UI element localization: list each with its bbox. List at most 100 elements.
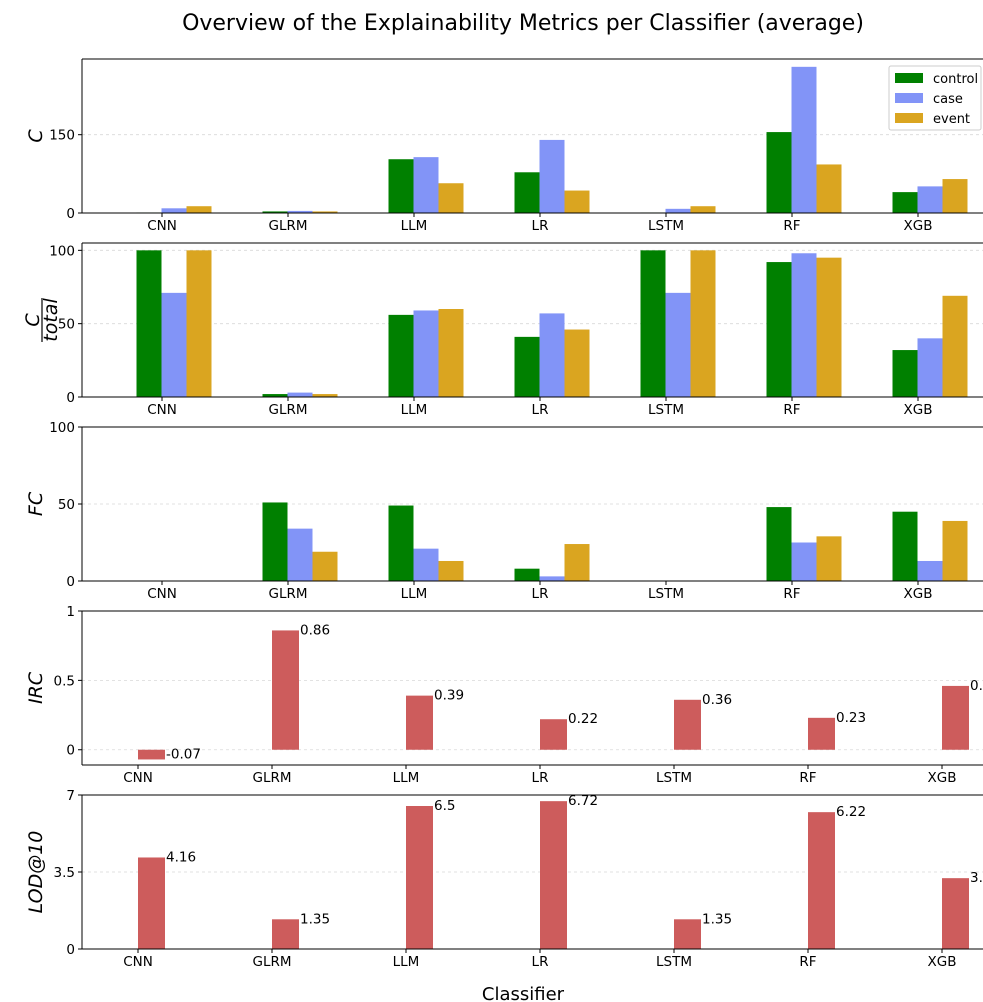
bar-case-glrm bbox=[287, 392, 313, 397]
x-tick-label-rf: RF bbox=[783, 586, 800, 602]
y-tick-label: 50 bbox=[58, 497, 75, 513]
y-tick-label: 100 bbox=[49, 420, 75, 436]
data-label-glrm: 0.86 bbox=[300, 622, 330, 638]
x-tick-label-llm: LLM bbox=[401, 586, 428, 602]
bar-event-rf bbox=[816, 164, 842, 213]
bar-control-glrm bbox=[262, 211, 288, 213]
x-tick-label-rf: RF bbox=[799, 770, 816, 786]
y-tick-label: 150 bbox=[49, 128, 75, 144]
bar-event-rf bbox=[816, 536, 842, 581]
bar-rf bbox=[808, 812, 835, 949]
data-label-lr: 0.22 bbox=[568, 711, 598, 727]
x-tick-label-xgb: XGB bbox=[928, 770, 957, 786]
x-tick-label-llm: LLM bbox=[401, 218, 428, 234]
y-tick-label: 50 bbox=[58, 317, 75, 333]
bar-control-lr bbox=[514, 568, 540, 581]
y-tick-label: 0 bbox=[66, 574, 75, 590]
bar-control-llm bbox=[388, 314, 414, 397]
data-label-xgb: 3.22 bbox=[970, 870, 983, 886]
y-tick-label: 3.5 bbox=[54, 865, 75, 881]
x-tick-label-rf: RF bbox=[783, 402, 800, 418]
bar-event-lstm bbox=[690, 206, 716, 213]
data-label-lstm: 1.35 bbox=[702, 911, 732, 927]
x-tick-label-cnn: CNN bbox=[123, 770, 153, 786]
x-tick-label-lr: LR bbox=[532, 402, 549, 418]
data-label-lr: 6.72 bbox=[568, 793, 598, 809]
bar-lr bbox=[540, 719, 567, 750]
bar-control-xgb bbox=[892, 192, 918, 213]
bar-llm bbox=[406, 695, 433, 750]
x-tick-label-glrm: GLRM bbox=[252, 770, 291, 786]
legend-swatch-control bbox=[895, 73, 923, 83]
bar-event-glrm bbox=[312, 211, 338, 213]
bar-case-llm bbox=[413, 310, 439, 397]
bar-event-xgb bbox=[942, 179, 968, 213]
bar-control-lr bbox=[514, 336, 540, 397]
x-tick-label-glrm: GLRM bbox=[268, 402, 307, 418]
x-tick-label-llm: LLM bbox=[393, 954, 420, 970]
x-tick-label-rf: RF bbox=[799, 954, 816, 970]
x-axis-label: Classifier bbox=[482, 984, 565, 1002]
bar-case-glrm bbox=[287, 210, 313, 213]
bar-xgb bbox=[942, 878, 969, 949]
y-axis-label: C bbox=[25, 129, 47, 143]
bar-event-xgb bbox=[942, 520, 968, 581]
bar-control-cnn bbox=[136, 250, 162, 397]
bar-event-glrm bbox=[312, 551, 338, 581]
bar-case-cnn bbox=[161, 208, 187, 213]
bar-event-xgb bbox=[942, 295, 968, 397]
bar-control-lr bbox=[514, 172, 540, 213]
bar-control-xgb bbox=[892, 350, 918, 397]
x-tick-label-lr: LR bbox=[532, 954, 549, 970]
y-tick-label: 100 bbox=[49, 243, 75, 259]
x-tick-label-glrm: GLRM bbox=[268, 218, 307, 234]
bar-event-lr bbox=[564, 544, 590, 581]
y-tick-label: 0.5 bbox=[54, 673, 75, 689]
bar-xgb bbox=[942, 685, 969, 750]
bar-case-llm bbox=[413, 157, 439, 213]
legend-label-event: event bbox=[933, 112, 970, 127]
bar-cnn bbox=[138, 749, 165, 760]
x-tick-label-cnn: CNN bbox=[147, 402, 177, 418]
x-tick-label-rf: RF bbox=[783, 218, 800, 234]
bar-case-llm bbox=[413, 548, 439, 581]
x-tick-label-lr: LR bbox=[532, 586, 549, 602]
x-tick-label-lstm: LSTM bbox=[648, 402, 684, 418]
panel-fc: 0 50 100 CNN GLRM LLM LR LSTM RF XGB FC bbox=[25, 420, 983, 602]
x-tick-label-glrm: GLRM bbox=[268, 586, 307, 602]
x-tick-label-lstm: LSTM bbox=[648, 218, 684, 234]
x-tick-label-llm: LLM bbox=[401, 402, 428, 418]
y-label-numerator: C bbox=[22, 313, 44, 327]
bar-control-rf bbox=[766, 507, 792, 581]
bar-event-lstm bbox=[690, 250, 716, 397]
bar-control-lstm bbox=[640, 250, 666, 397]
data-label-cnn: 4.16 bbox=[166, 849, 196, 865]
bar-control-llm bbox=[388, 159, 414, 213]
x-tick-label-xgb: XGB bbox=[904, 586, 933, 602]
bar-case-lstm bbox=[665, 208, 691, 213]
bar-case-rf bbox=[791, 253, 817, 397]
data-label-llm: 0.39 bbox=[434, 688, 464, 704]
bar-llm bbox=[406, 806, 433, 949]
bar-case-cnn bbox=[161, 292, 187, 397]
bar-event-llm bbox=[438, 560, 464, 581]
bar-event-cnn bbox=[186, 206, 212, 213]
x-tick-label-lstm: LSTM bbox=[656, 954, 692, 970]
x-tick-label-xgb: XGB bbox=[904, 402, 933, 418]
x-tick-label-xgb: XGB bbox=[904, 218, 933, 234]
bar-event-lr bbox=[564, 190, 590, 213]
data-label-rf: 0.23 bbox=[836, 710, 866, 726]
panel-lod-10: 4.16 1.35 6.5 6.72 1.35 6.22 3.22 0 3.5 7 CNN GLRM L… bbox=[25, 788, 983, 970]
x-tick-label-cnn: CNN bbox=[147, 218, 177, 234]
bar-event-cnn bbox=[186, 250, 212, 397]
y-tick-label: 0 bbox=[66, 942, 75, 958]
bar-case-rf bbox=[791, 542, 817, 581]
bar-event-llm bbox=[438, 183, 464, 213]
bar-cnn bbox=[138, 857, 165, 949]
x-tick-label-cnn: CNN bbox=[123, 954, 153, 970]
bar-case-xgb bbox=[917, 338, 943, 397]
figure-title: Overview of the Explainability Metrics p… bbox=[182, 11, 864, 36]
